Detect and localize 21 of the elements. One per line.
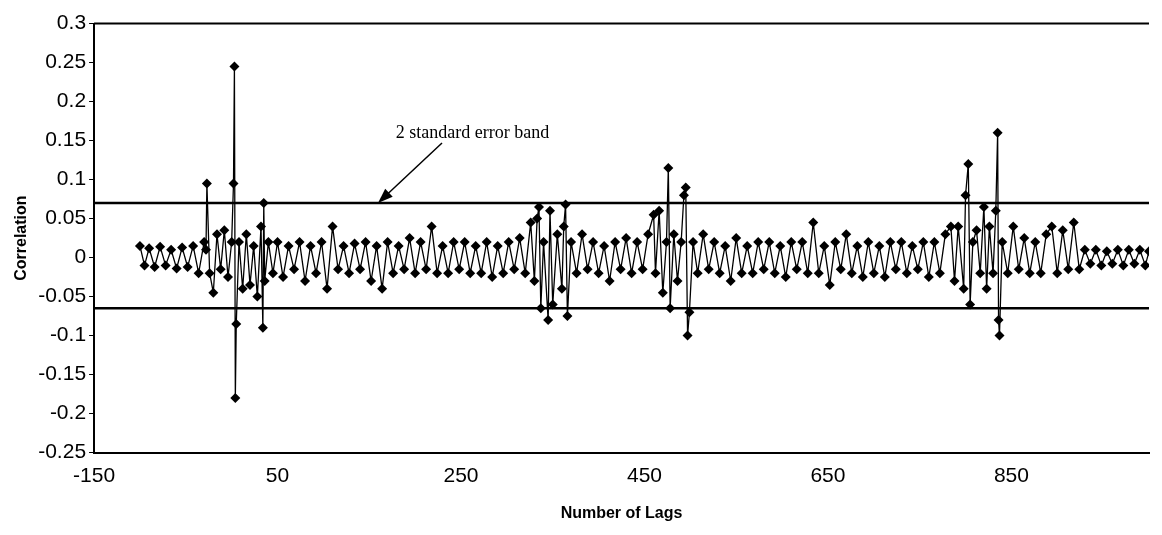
y-tick-label: 0.3 (56, 10, 87, 34)
x-tick-label: -150 (73, 463, 116, 486)
x-tick-label: 50 (265, 463, 290, 486)
x-axis-title: Number of Lags (560, 503, 683, 521)
y-tick-label: 0 (74, 244, 87, 268)
y-tick-label: 0.25 (45, 49, 87, 73)
x-tick-label: 850 (993, 463, 1029, 486)
y-tick-label: -0.2 (49, 400, 87, 424)
y-tick-label: -0.05 (38, 283, 87, 307)
x-tick-label: 650 (810, 463, 846, 486)
y-tick-label: 0.05 (45, 205, 87, 229)
x-tick-label: 250 (443, 463, 479, 486)
annotation: 2 standard error band (395, 121, 550, 142)
y-tick-label: -0.15 (38, 361, 87, 385)
x-tick-label: 450 (626, 463, 662, 486)
y-tick-label: 0.15 (45, 127, 87, 151)
y-tick-label: 0.1 (56, 166, 87, 190)
y-tick-label: -0.25 (38, 439, 87, 463)
y-tick-label: 0.2 (56, 88, 87, 112)
y-axis-title: Correlation (12, 195, 30, 281)
y-tick-label: -0.1 (49, 322, 87, 346)
